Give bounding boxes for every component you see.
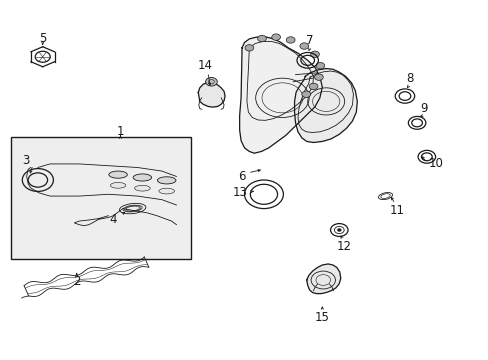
Ellipse shape [134,185,150,191]
Circle shape [244,45,253,51]
Text: 7: 7 [306,34,313,47]
Ellipse shape [133,174,151,181]
Text: 8: 8 [406,72,413,85]
Text: 9: 9 [420,102,427,115]
Bar [11,137,191,258]
Text: 10: 10 [428,157,443,170]
Text: 5: 5 [39,32,46,45]
Ellipse shape [157,177,176,184]
Circle shape [315,63,324,69]
Text: 1: 1 [117,125,124,138]
Ellipse shape [159,188,174,194]
Polygon shape [239,37,322,153]
Text: 2: 2 [73,275,81,288]
Text: 4: 4 [109,213,117,226]
Ellipse shape [110,183,125,188]
Circle shape [308,83,317,90]
Text: 12: 12 [336,240,351,253]
Circle shape [301,91,310,98]
Circle shape [299,43,308,49]
Circle shape [337,229,341,231]
Text: 6: 6 [238,170,245,183]
Text: 3: 3 [22,154,29,167]
Text: 13: 13 [232,186,246,199]
Circle shape [257,35,266,42]
Text: 15: 15 [314,311,329,324]
Polygon shape [306,264,340,294]
Circle shape [314,74,323,80]
Circle shape [205,77,217,86]
Circle shape [271,34,280,40]
Polygon shape [294,68,357,143]
Circle shape [310,51,319,58]
Text: 11: 11 [389,204,405,217]
Polygon shape [198,82,224,107]
Text: 14: 14 [198,59,213,72]
Circle shape [286,37,294,43]
Ellipse shape [109,171,127,178]
